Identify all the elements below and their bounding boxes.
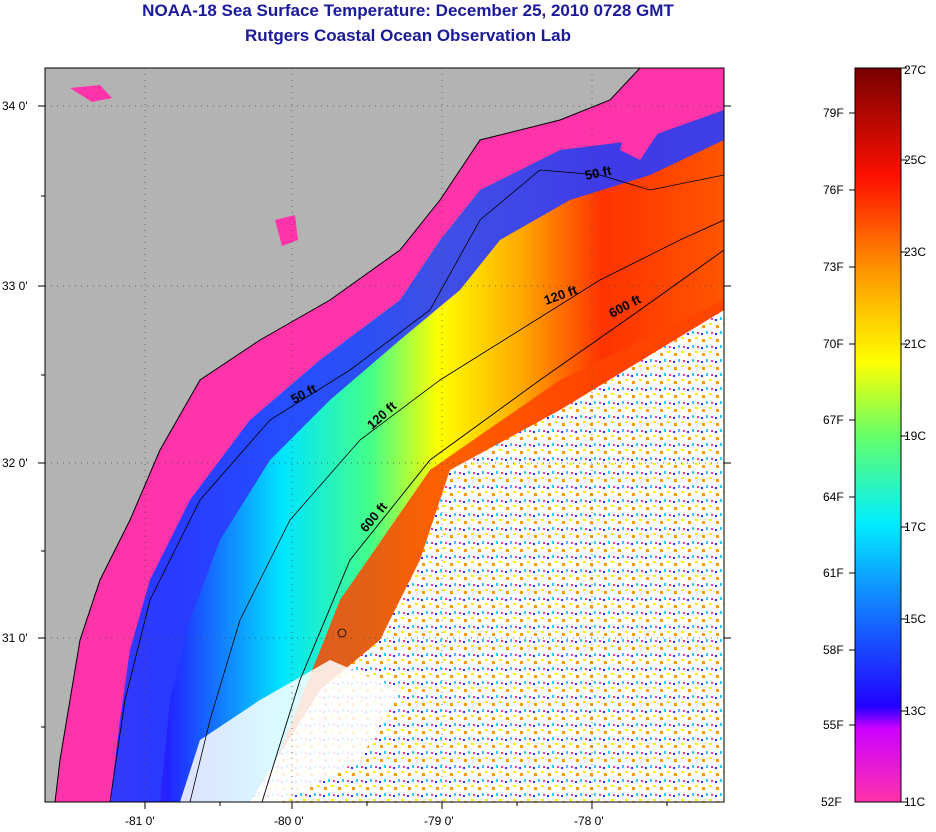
colorbar-f-76: 76F	[823, 183, 844, 197]
contour-120ft	[189, 219, 724, 802]
contour-50ft	[109, 169, 724, 802]
inland-lake-north	[70, 85, 112, 102]
colorbar-c-13: 13C	[904, 704, 926, 718]
colorbar-c-11: 11C	[904, 795, 925, 809]
colorbar-c-17: 17C	[904, 520, 926, 534]
lat-label-31: 31 0'	[2, 631, 28, 645]
lon-label-81: -81 0'	[125, 814, 155, 828]
lon-label-78: -78 0'	[574, 814, 604, 828]
nc-coastal-water	[620, 68, 724, 160]
colorbar-f-67: 67F	[823, 413, 844, 427]
colorbar	[854, 67, 902, 803]
colorbar-c-19: 19C	[904, 429, 926, 443]
lat-label-34: 34 0'	[2, 99, 28, 113]
contour-label-50ft-north: 50 ft	[584, 163, 614, 183]
map-panel	[45, 68, 724, 802]
colorbar-f-55: 55F	[823, 718, 844, 732]
colorbar-c-15: 15C	[904, 612, 926, 626]
contour-ring	[337, 628, 347, 638]
lon-label-80: -80 0'	[274, 814, 304, 828]
map-frame	[44, 67, 725, 803]
lat-label-33: 33 0'	[2, 279, 28, 293]
colorbar-c-23: 23C	[904, 245, 926, 259]
colorbar-ticks	[849, 67, 907, 803]
land-mass	[45, 68, 640, 802]
colorbar-f-52: 52F	[821, 795, 842, 809]
colorbar-f-58: 58F	[823, 643, 844, 657]
inland-lake	[275, 215, 298, 246]
lat-label-32: 32 0'	[2, 456, 28, 470]
lon-label-79: -79 0'	[424, 814, 454, 828]
lat-lon-grid	[45, 68, 724, 802]
coastline	[54, 68, 641, 802]
contour-600ft	[261, 249, 724, 802]
cold-transition-band	[110, 110, 724, 802]
map-title: NOAA-18 Sea Surface Temperature: Decembe…	[142, 1, 674, 20]
colorbar-f-79: 79F	[823, 106, 844, 120]
colorbar-f-73: 73F	[823, 260, 844, 274]
axis-ticks	[38, 105, 731, 809]
colorbar-f-64: 64F	[823, 490, 844, 504]
colorbar-c-27: 27C	[904, 63, 926, 77]
colorbar-f-70: 70F	[823, 337, 844, 351]
cloud-patch-south	[180, 660, 400, 802]
colorbar-c-21: 21C	[904, 337, 926, 351]
map-subtitle: Rutgers Coastal Ocean Observation Lab	[245, 26, 571, 45]
colorbar-c-25: 25C	[904, 153, 926, 167]
colorbar-f-61: 61F	[823, 566, 844, 580]
